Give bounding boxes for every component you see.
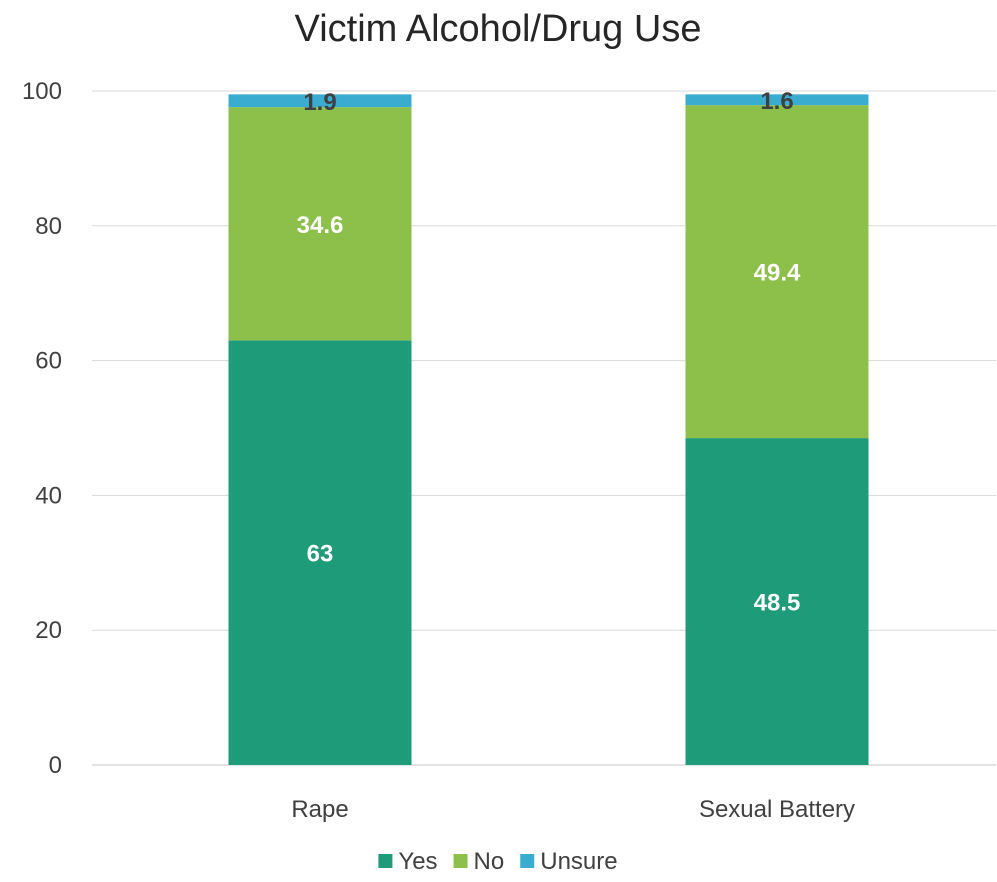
data-label: 49.4	[754, 260, 801, 287]
y-tick-label: 80	[35, 213, 62, 240]
x-axis: Rape Sexual Battery	[291, 796, 855, 823]
y-tick-label: 100	[22, 78, 62, 105]
legend-swatch	[453, 854, 468, 868]
data-label: 34.6	[297, 212, 344, 239]
x-tick-label: Rape	[291, 796, 348, 823]
data-label: 1.6	[760, 88, 793, 115]
bar-segment-yes	[228, 340, 412, 765]
bar-segment-no	[228, 107, 412, 341]
x-tick-label: Sexual Battery	[699, 796, 855, 823]
data-label: 48.5	[754, 590, 801, 617]
data-labels: 63 34.6 1.9 48.5 49.4 1.6	[297, 88, 801, 617]
legend-item-unsure: Unsure	[520, 848, 618, 875]
bar-segment-no	[685, 105, 869, 439]
legend-swatch	[520, 854, 535, 868]
legend: Yes No Unsure	[378, 848, 618, 875]
data-label: 63	[307, 541, 334, 568]
data-label: 1.9	[303, 89, 336, 116]
y-axis: 0 20 40 60 80 100	[22, 78, 62, 779]
legend-item-yes: Yes	[378, 848, 438, 875]
y-tick-label: 20	[35, 617, 62, 644]
legend-label: Unsure	[540, 848, 617, 875]
y-tick-label: 60	[35, 348, 62, 375]
legend-swatch	[378, 854, 393, 868]
legend-label: Yes	[398, 848, 437, 875]
y-tick-label: 40	[35, 482, 62, 509]
bar-segment-unsure	[228, 94, 412, 108]
bar-segment-yes	[685, 438, 869, 765]
legend-item-no: No	[453, 848, 505, 875]
y-tick-label: 0	[49, 752, 62, 779]
bar-segment-unsure	[685, 94, 869, 106]
chart-title: Victim Alcohol/Drug Use	[295, 8, 702, 50]
legend-label: No	[474, 848, 505, 875]
bars	[228, 94, 869, 765]
